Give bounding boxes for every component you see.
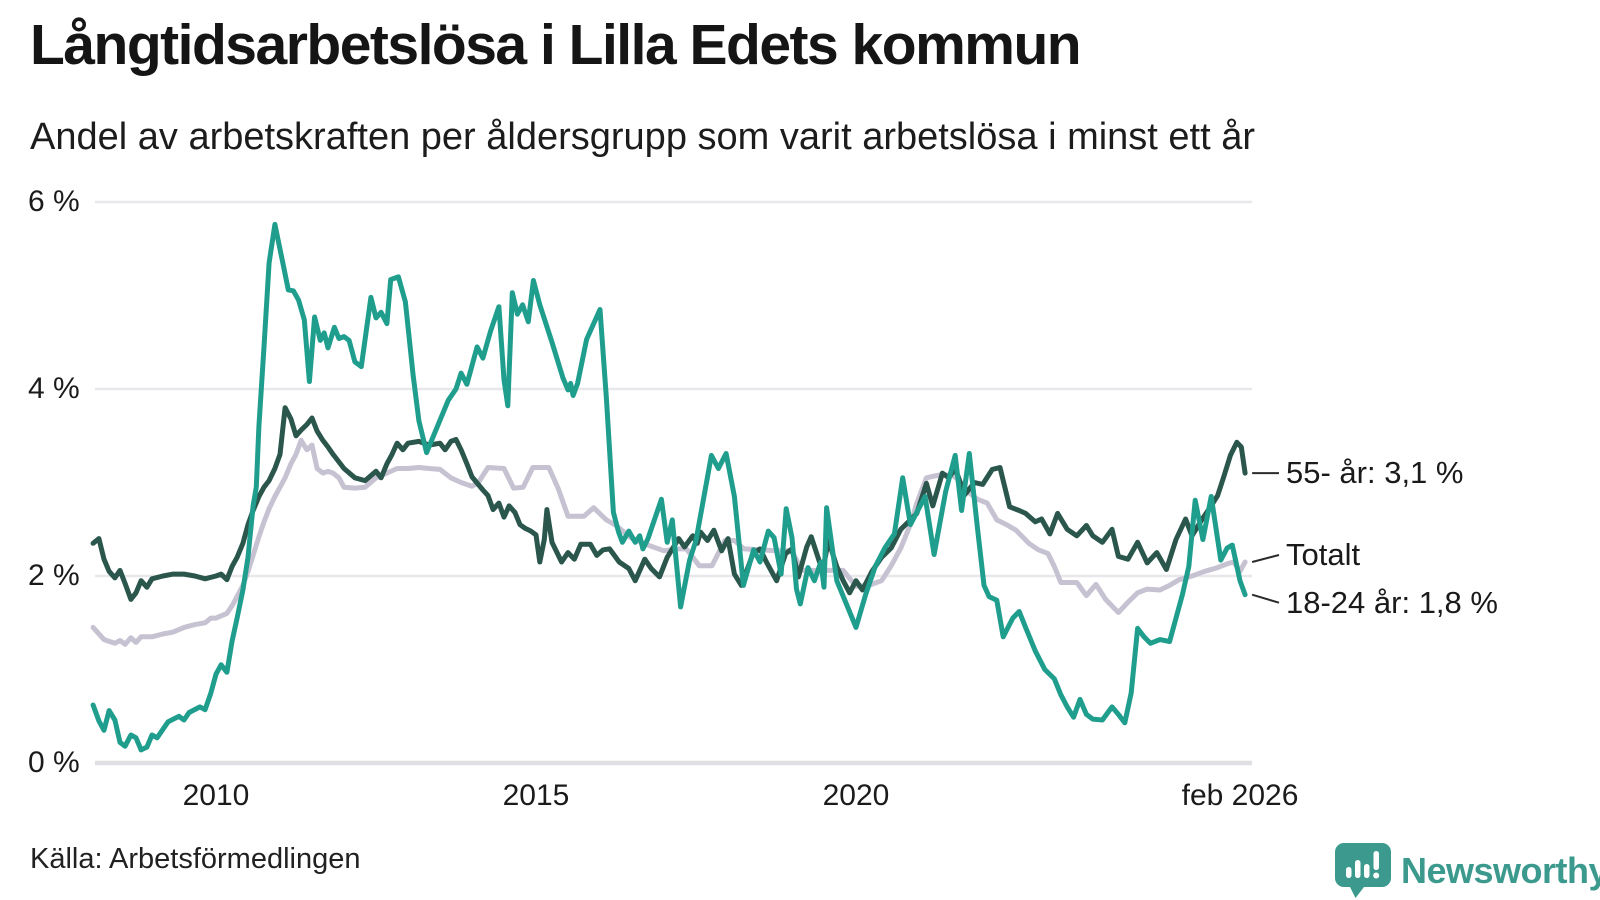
series-lines [90,221,1248,753]
exclamation-mark-icon [1373,851,1379,870]
annotation-connector-lines [1251,472,1280,604]
y-tick-label: 0 % [28,746,80,779]
y-tick-label: 2 % [28,559,80,592]
bar-chart-bar-icon [1355,860,1361,878]
x-tick-label: 2020 [822,779,890,812]
x-tick-label: 2015 [502,779,570,812]
bar-chart-bar-icon [1346,867,1352,878]
annotation-connector-totalt [1251,554,1280,563]
y-tick-label: 6 % [28,185,80,218]
source-label: Källa: Arbetsförmedlingen [30,843,361,875]
logo-wordmark: Newsworthy [1401,849,1600,891]
y-tick-label: 4 % [28,372,80,405]
x-tick-label: feb 2026 [1181,779,1299,812]
annotation-connector-18-24 [1251,593,1280,604]
exclamation-dot-icon [1373,872,1380,879]
annotation-totalt: Totalt [1286,536,1361,572]
bar-chart-bar-icon [1364,864,1370,878]
x-tick-label: 2010 [182,779,250,812]
annotation-18-24: 18-24 år: 1,8 % [1286,584,1498,620]
annotation-55plus: 55- år: 3,1 % [1286,455,1464,491]
series-line-55plus [90,405,1248,602]
newsworthy-speech-bubble-icon [1335,843,1391,898]
page-title: Långtidsarbetslösa i Lilla Edets kommun [30,13,1082,77]
page-subtitle: Andel av arbetskraften per åldersgrupp s… [30,116,1256,158]
newsworthy-logo: Newsworthy [1334,842,1600,899]
series-line-18-24 [90,221,1248,753]
